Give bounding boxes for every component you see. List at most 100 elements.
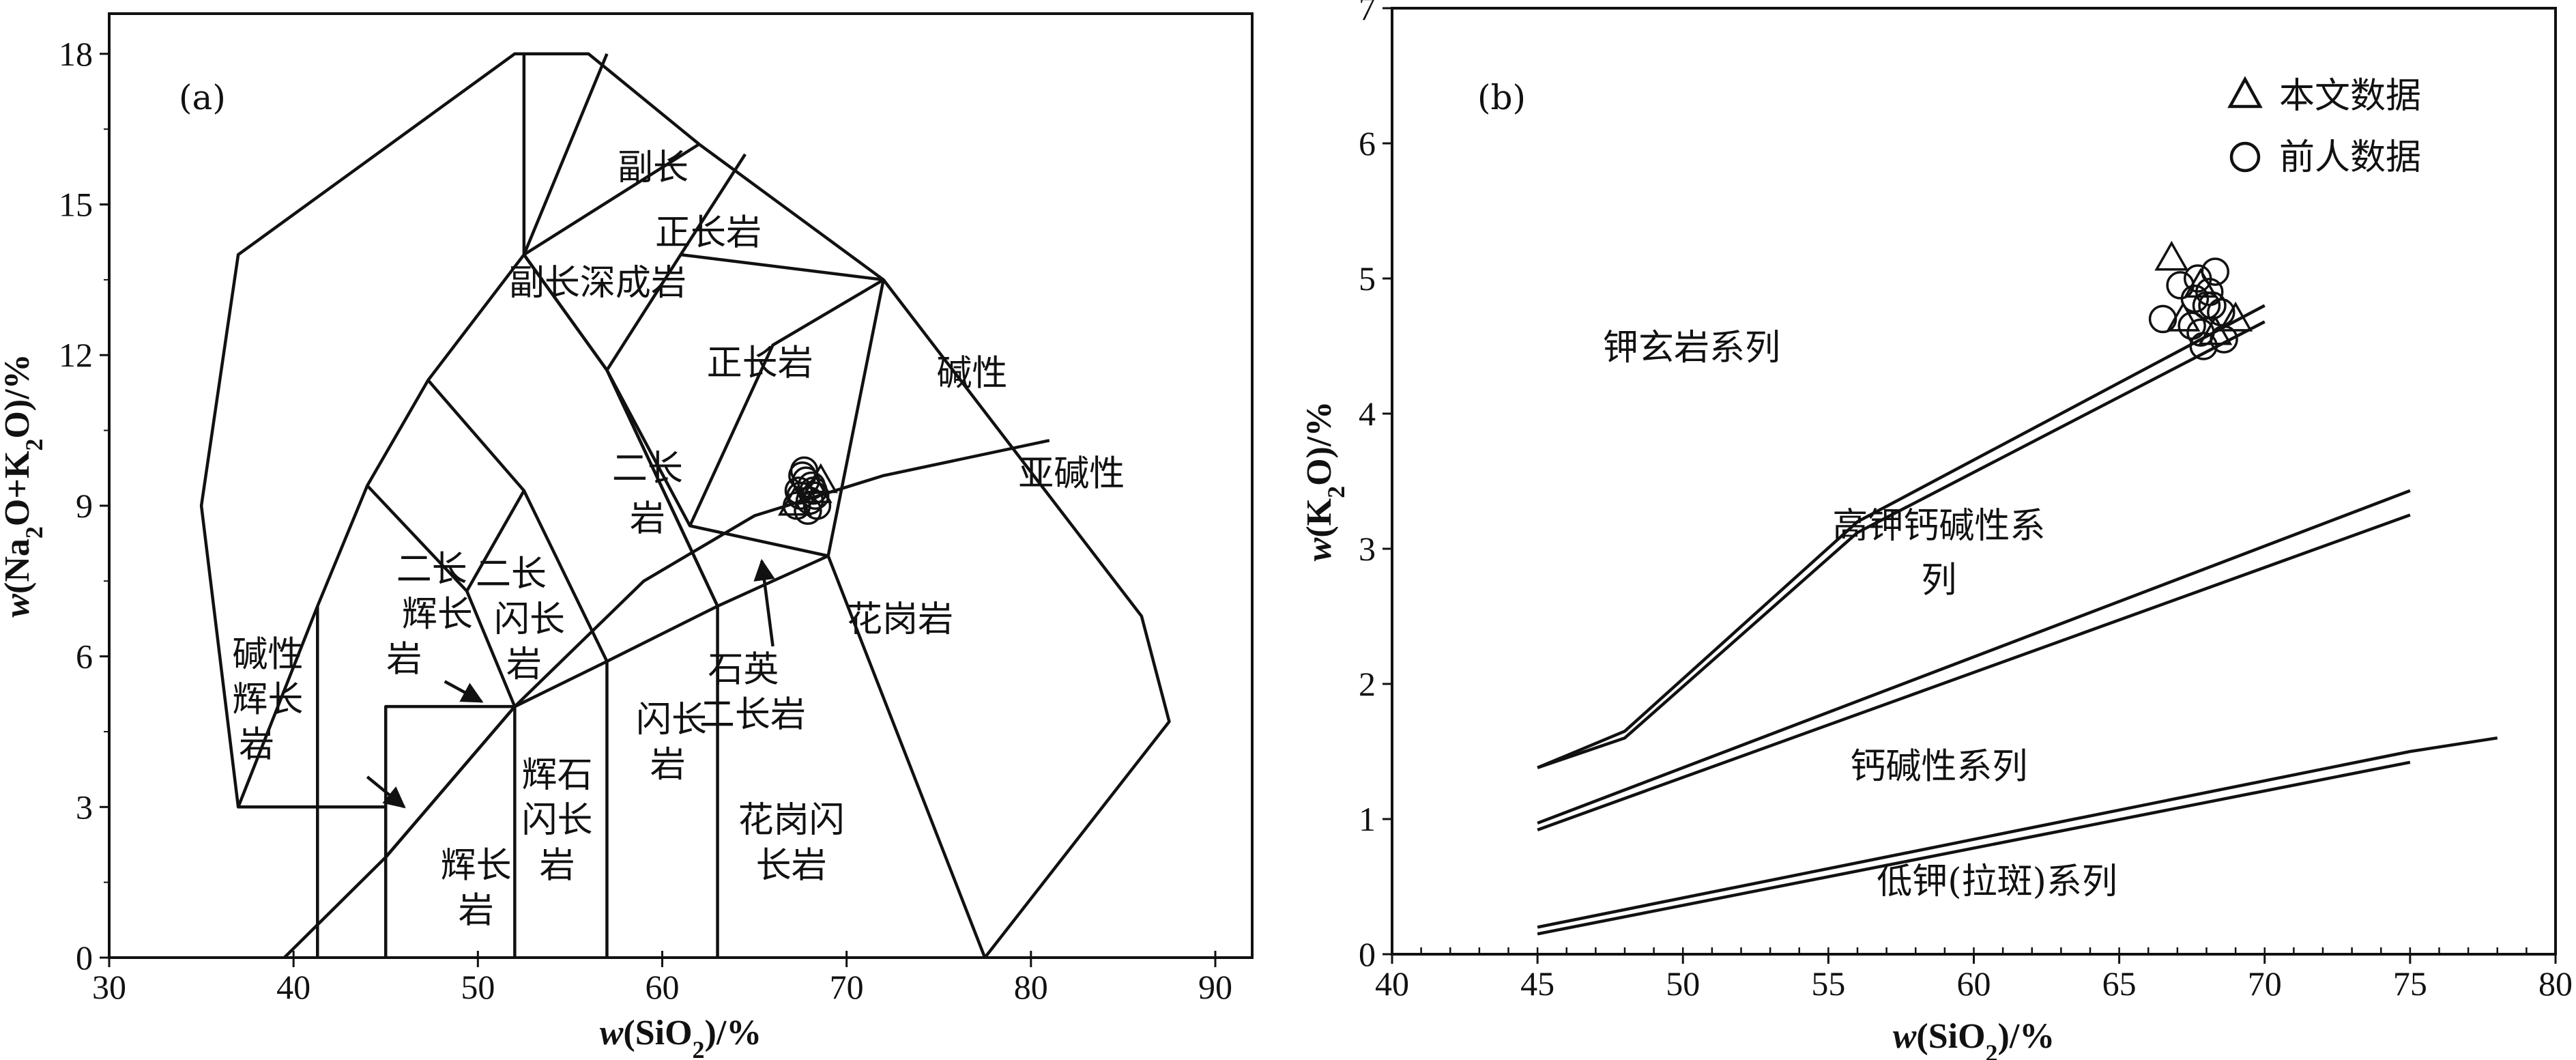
field-label: 二长 <box>476 554 547 595</box>
data-point-circle <box>2210 325 2238 354</box>
field-label: 辉长 <box>232 680 303 721</box>
arrow-石英二长岩 <box>753 558 775 647</box>
x-tick-label: 45 <box>1520 964 1554 1003</box>
field-boundary-b3 <box>426 379 609 958</box>
y-tick-label: 12 <box>59 336 93 374</box>
series-divider-calc-lower <box>1537 760 2411 936</box>
x-tick-label: 55 <box>1811 964 1845 1003</box>
field-label: 岩 <box>506 644 542 685</box>
y-tick-label: 9 <box>76 487 93 525</box>
y-tick-label: 7 <box>1359 0 1376 27</box>
field-label: 岩 <box>539 845 575 886</box>
field-label: 碱性 <box>232 634 303 675</box>
data-point-circle <box>800 481 830 510</box>
field-boundary-foidolite <box>199 52 524 809</box>
series-divider-shoshonite-lower <box>1537 320 2266 769</box>
field-label: 二长岩 <box>699 695 806 736</box>
legend-label: 前人数据 <box>2279 137 2421 178</box>
y-tick-label: 6 <box>1359 124 1376 162</box>
x-tick-label: 60 <box>645 968 679 1006</box>
field-boundary-b1 <box>383 704 517 958</box>
field-label: 碱性 <box>936 353 1007 394</box>
x-tick-label: 40 <box>1375 964 1409 1003</box>
series-divider-calc-upper <box>1537 736 2498 929</box>
field-label: 长岩 <box>756 845 827 886</box>
data-point-circle <box>2183 264 2212 293</box>
field-label: 闪长 <box>494 599 565 640</box>
x-tick-label: 50 <box>1666 964 1700 1003</box>
data-point-circle <box>2201 257 2230 286</box>
y-tick-label: 6 <box>76 638 93 676</box>
x-tick-label: 80 <box>2538 964 2573 1003</box>
field-boundary-foidolite-base <box>238 805 388 958</box>
field-boundary-b9 <box>605 153 747 607</box>
x-tick-label: 60 <box>1957 964 1991 1003</box>
field-label: 岩 <box>239 725 274 766</box>
x-tick-label: 70 <box>2248 964 2282 1003</box>
field-boundary-outer <box>316 52 1171 959</box>
x-tick-label: 80 <box>1014 968 1048 1006</box>
series-region-label: 列 <box>1921 560 1956 601</box>
data-point-circle <box>2177 311 2206 341</box>
field-boundary-b8 <box>522 53 609 371</box>
field-label: 二长 <box>612 448 683 489</box>
y-tick-label: 5 <box>1359 259 1376 298</box>
field-label: 副长 <box>618 147 689 188</box>
series-region-label: 低钾(拉斑)系列 <box>1877 861 2117 902</box>
x-tick-label: 40 <box>276 968 310 1006</box>
field-label: 闪长 <box>636 700 707 741</box>
y-tick-label: 2 <box>1359 665 1376 703</box>
field-label: 岩 <box>386 640 422 681</box>
field-boundary-b11 <box>688 278 884 527</box>
y-axis-title: w(K2O)/% <box>1300 401 1350 562</box>
field-label: 副长深成岩 <box>509 263 686 304</box>
field-label: 亚碱性 <box>1018 454 1125 495</box>
x-axis-title: w(SiO2)/% <box>600 1014 762 1060</box>
data-point-circle <box>792 466 820 495</box>
field-label: 岩 <box>459 891 494 932</box>
x-axis-title: w(SiO2)/% <box>1893 1017 2055 1060</box>
arrow-二长辉长岩 <box>444 680 484 703</box>
y-tick-label: 18 <box>59 35 93 73</box>
field-label: 闪长 <box>521 800 592 841</box>
series-region-label: 钙碱性系列 <box>1850 747 2027 788</box>
x-tick-label: 75 <box>2393 964 2427 1003</box>
data-point-triangle <box>2218 301 2253 332</box>
x-tick-label: 50 <box>461 968 495 1006</box>
field-label: 石英 <box>708 649 779 690</box>
arrow-碱性辉长岩 <box>366 775 406 809</box>
y-tick-label: 0 <box>76 939 93 977</box>
data-point-circle <box>2148 304 2177 334</box>
data-point-circle <box>784 476 813 505</box>
y-tick-label: 4 <box>1359 395 1376 433</box>
series-region-label: 钾玄岩系列 <box>1603 328 1780 369</box>
x-tick-label: 30 <box>92 968 126 1006</box>
series-region-label: 高钾钙碱性系 <box>1832 506 2045 547</box>
field-label: 花岗岩 <box>847 599 953 640</box>
series-divider-shoshonite-upper <box>1537 304 2266 769</box>
y-axis-title: w(Na2O+K2O)/% <box>0 354 48 617</box>
field-label: 二长 <box>396 549 467 590</box>
field-label: 花岗闪 <box>738 800 845 841</box>
field-boundary-b6 <box>523 143 700 257</box>
panel-b-chart: 40 45 50 55 60 65 70 75 8001234567钾玄岩系列高钾钙碱性系列钙碱… <box>1300 0 2573 1060</box>
field-label: 辉石 <box>521 755 592 796</box>
data-point-circle <box>2198 291 2227 320</box>
legend-marker-triangle <box>2227 76 2263 109</box>
field-boundary-b7 <box>465 489 525 592</box>
x-tick-label: 90 <box>1198 968 1232 1006</box>
y-tick-label: 3 <box>1359 530 1376 568</box>
panel-label: (b) <box>1477 78 1526 117</box>
panel-label: (a) <box>179 78 226 117</box>
field-label: 岩 <box>630 499 665 540</box>
x-tick-label: 70 <box>830 968 864 1006</box>
field-boundary-b5 <box>605 369 987 958</box>
y-tick-label: 0 <box>1359 935 1376 973</box>
field-label: 岩 <box>650 745 686 786</box>
data-point-circle <box>2192 291 2221 320</box>
legend-marker-circle <box>2229 141 2261 173</box>
data-point-triangle <box>2154 240 2189 271</box>
series-divider-highK-upper <box>1537 489 2411 825</box>
